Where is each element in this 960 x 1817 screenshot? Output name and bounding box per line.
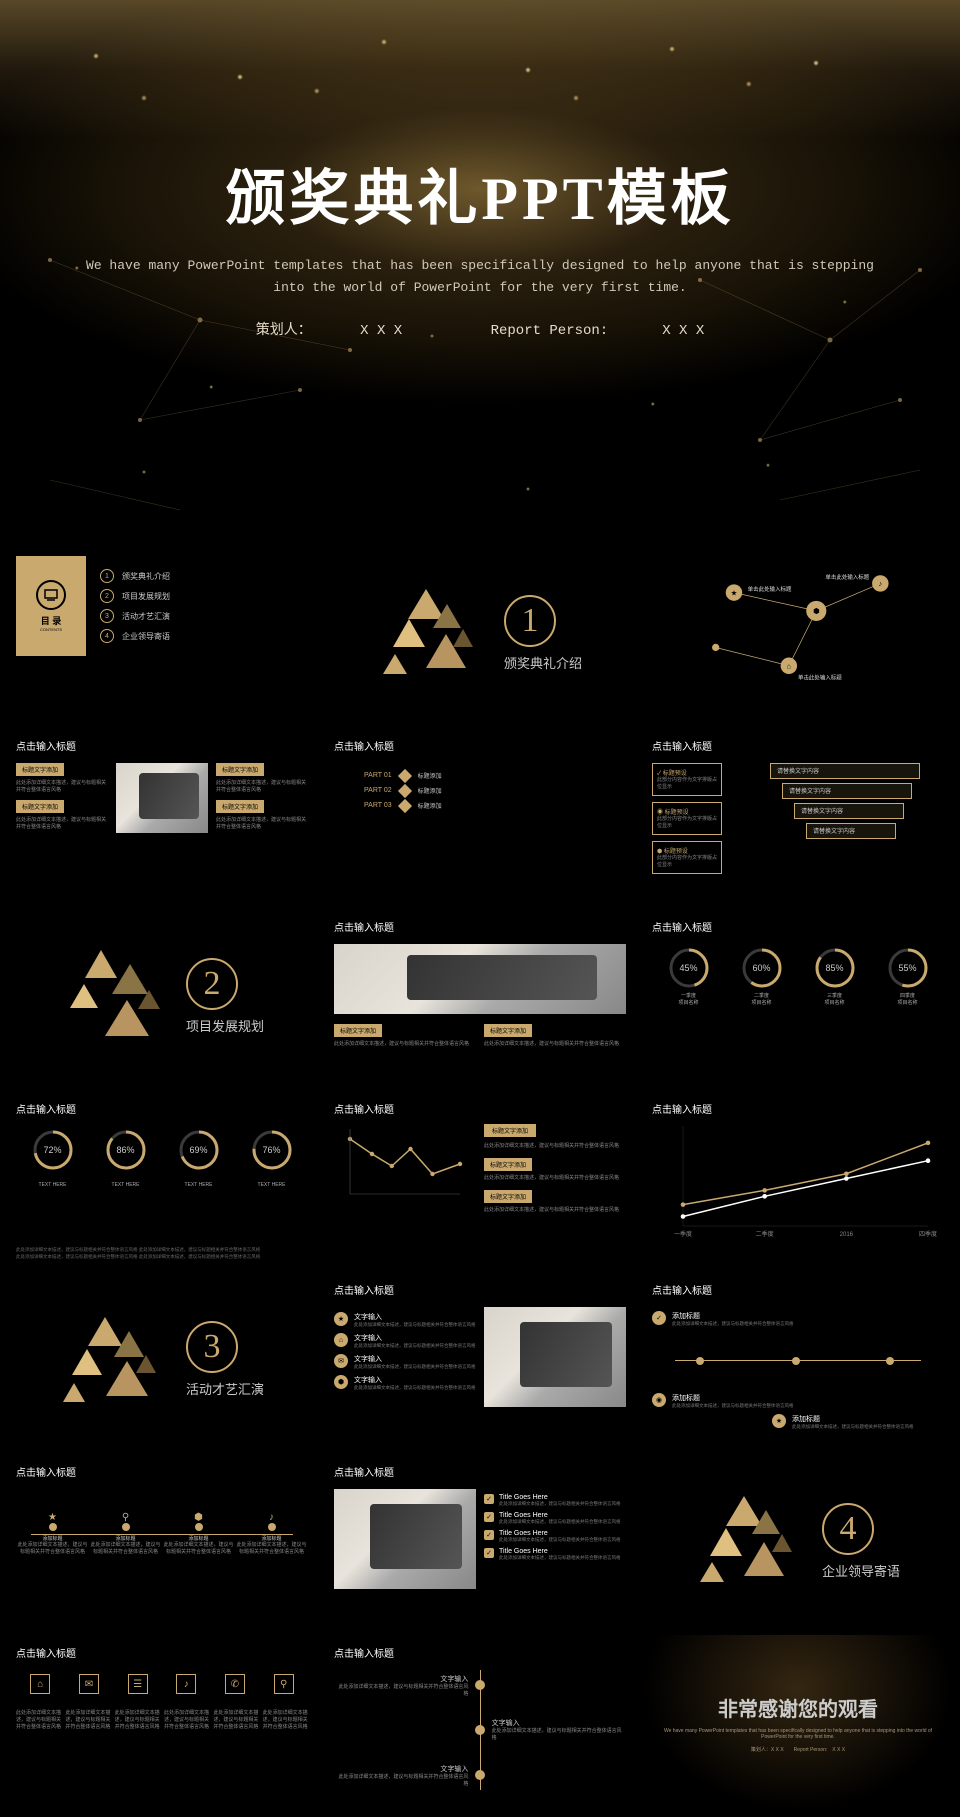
progress-ring: 76%TEXT HERE (250, 1128, 294, 1172)
toc-list: 1颁奖典礼介绍 2项目发展规划 3活动才艺汇演 4企业领导寄语 (100, 563, 170, 649)
slide-timeline-4pt: 点击输入标题 ★添加标题此处添加详细文本描述，建议与标题相关并符合整体语言风格 … (6, 1454, 318, 1630)
svg-text:四季度: 四季度 (919, 1230, 937, 1238)
icon-box: ⚲ (274, 1674, 294, 1694)
triangle-cluster (60, 942, 170, 1052)
node-label: 单击此处输入标题 (798, 673, 842, 681)
progress-ring: 60%二季度项目名称 (740, 946, 784, 990)
line-chart: 一季度 二季度 2016 四季度 (652, 1116, 944, 1246)
slide-rings-b: 点击输入标题 72%TEXT HERE86%TEXT HERE69%TEXT H… (6, 1091, 318, 1267)
progress-ring: 69%TEXT HERE (177, 1128, 221, 1172)
slide-tags-stairs: 点击输入标题 ✓ 标题预设 此部分内容作为文字排版占位显示 ◉ 标题预设 此部分… (642, 728, 954, 904)
slide-section-3: 3 活动才艺汇演 (6, 1272, 318, 1448)
progress-ring: 72%TEXT HERE (31, 1128, 75, 1172)
node-label: 单击此处输入标题 (748, 585, 792, 593)
slide-two-col-photo: 点击输入标题 标题文字添加 此处添加详细文本描述，建议与标题相关并符合整体语言风… (6, 728, 318, 904)
slide-wide-photo: 点击输入标题 标题文字添加此处添加详细文本描述，建议与标题相关并符合整体语言风格… (324, 909, 636, 1085)
photo-placeholder (484, 1307, 626, 1407)
svg-text:★: ★ (731, 588, 738, 597)
section-title: 颁奖典礼介绍 (504, 653, 582, 672)
thanks-title: 非常感谢您的观看 (718, 1693, 878, 1722)
slide-section-2: 2 项目发展规划 (6, 909, 318, 1085)
slide-rings-a: 点击输入标题 45%一季度项目名称60%二季度项目名称85%三季度项目名称55%… (642, 909, 954, 1085)
toc-block: 目 录 CONTENTS (16, 556, 86, 656)
icon-box: ♪ (176, 1674, 196, 1694)
hero-subtitle: We have many PowerPoint templates that h… (0, 255, 960, 299)
svg-text:⌂: ⌂ (787, 662, 791, 671)
svg-text:2016: 2016 (840, 1232, 854, 1238)
hero-title: 颁奖典礼PPT模板 (0, 150, 960, 237)
icon-box: ☰ (128, 1674, 148, 1694)
footnote: 此处添加详细文本描述，建议与标题相关并符合整体语言风格 此处添加详细文本描述，建… (16, 1247, 308, 1260)
hero-credits: 策划人： X X X Report Person: X X X (0, 319, 960, 339)
hero-cover-slide: 颁奖典礼PPT模板 We have many PowerPoint templa… (0, 0, 960, 540)
slide-toc: 目 录 CONTENTS 1颁奖典礼介绍 2项目发展规划 3活动才艺汇演 4企业… (6, 546, 318, 722)
photo-placeholder (334, 944, 626, 1014)
svg-text:♪: ♪ (878, 579, 882, 588)
slide-thanks: 非常感谢您的观看 We have many PowerPoint templat… (642, 1635, 954, 1811)
section-number: 1 (504, 595, 556, 647)
icon-box: ✆ (225, 1674, 245, 1694)
slide-timeline-horizontal: 点击输入标题 ✓添加标题此处添加详细文本描述，建议与标题相关并符合整体语言风格 … (642, 1272, 954, 1448)
slide-vertical-timeline: 点击输入标题 文字输入此处添加详细文本描述，建议与标题相关并符合整体语言风格 文… (324, 1635, 636, 1811)
slide-check-photo: 点击输入标题 ✓Title Goes Here此处添加详细文本描述，建议与标题相… (324, 1454, 636, 1630)
slide-section-4: 4 企业领导寄语 (642, 1454, 954, 1630)
icon-box: ✉ (79, 1674, 99, 1694)
photo-placeholder (334, 1489, 476, 1589)
progress-ring: 55%四季度项目名称 (886, 946, 930, 990)
slide-grid: 目 录 CONTENTS 1颁奖典礼介绍 2项目发展规划 3活动才艺汇演 4企业… (0, 540, 960, 1817)
slide-line-chart: 点击输入标题 一季度二季度2016四季度 (642, 1091, 954, 1267)
node-label: 单击此处输入标题 (825, 573, 869, 581)
progress-ring: 86%TEXT HERE (104, 1128, 148, 1172)
triangle-cluster (378, 579, 488, 689)
triangle-cluster (60, 1305, 170, 1415)
slide-node-diagram: ★ ♪ ⬢ ⌂ 单击此处输入标题 单击此处输入标题 单击此处输入标题 (642, 546, 954, 722)
contents-icon (36, 580, 66, 610)
progress-ring: 45%一季度项目名称 (667, 946, 711, 990)
slide-bullets-photo: 点击输入标题 ★文字输入此处添加详细文本描述，建议与标题相关并符合整体语言风格 … (324, 1272, 636, 1448)
svg-text:二季度: 二季度 (756, 1230, 774, 1238)
icon-box: ⌂ (30, 1674, 50, 1694)
svg-text:一季度: 一季度 (674, 1230, 692, 1238)
photo-placeholder (116, 763, 208, 833)
slide-section-1: 1 颁奖典礼介绍 (324, 546, 636, 722)
slide-icon-row: 点击输入标题 ⌂✉☰♪✆⚲ 此处添加详细文本描述，建议与标题相关并符合整体语言风… (6, 1635, 318, 1811)
slide-parts: 点击输入标题 PART 01标题添加 PART 02标题添加 PART 03标题… (324, 728, 636, 904)
progress-ring: 85%三季度项目名称 (813, 946, 857, 990)
svg-text:⬢: ⬢ (813, 607, 819, 616)
mini-line-chart (334, 1124, 476, 1204)
slide-mini-chart: 点击输入标题 标题文字添加 此处添加详细文本描述，建议与标题相关并符合整体语言风… (324, 1091, 636, 1267)
triangle-cluster (696, 1486, 806, 1596)
